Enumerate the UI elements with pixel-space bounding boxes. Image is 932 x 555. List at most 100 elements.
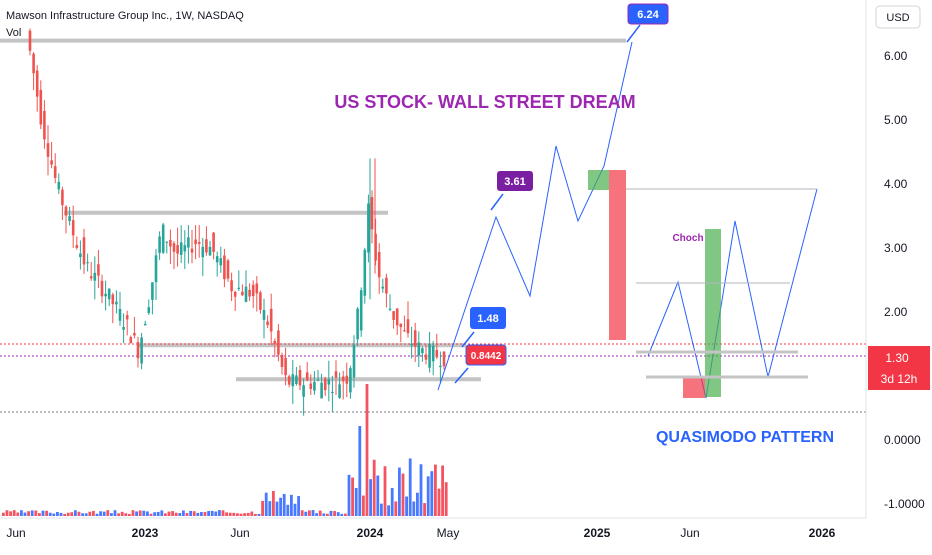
candle-body bbox=[136, 342, 140, 359]
candle-body bbox=[262, 310, 266, 320]
volume-bar bbox=[257, 513, 261, 516]
candle-body bbox=[424, 354, 428, 360]
candle-body bbox=[129, 337, 133, 344]
candle-body bbox=[111, 294, 115, 305]
target-callout-1-48: 1.48 bbox=[461, 307, 506, 348]
candle-body bbox=[442, 351, 446, 367]
candle-body bbox=[35, 70, 39, 97]
volume-bar bbox=[218, 510, 221, 516]
candle-body bbox=[244, 286, 248, 302]
volume-bar bbox=[441, 465, 444, 516]
candle-body bbox=[233, 291, 237, 297]
candle-body bbox=[435, 349, 439, 358]
candle-body bbox=[406, 319, 410, 334]
volume-bar bbox=[358, 426, 362, 516]
volume-bar bbox=[160, 510, 164, 516]
volume-bar bbox=[365, 384, 369, 516]
volume-bar bbox=[383, 466, 387, 516]
x-tick-label: Jun bbox=[230, 526, 249, 540]
candle-body bbox=[28, 30, 32, 51]
candle-body bbox=[82, 237, 86, 265]
volume-bar bbox=[138, 510, 142, 516]
candle-body bbox=[309, 383, 313, 389]
candle-body bbox=[392, 311, 395, 320]
candle-body bbox=[302, 385, 305, 397]
candle-body bbox=[183, 245, 187, 252]
volume-bar bbox=[77, 511, 81, 516]
volume-bar bbox=[124, 513, 128, 516]
volume-bar bbox=[239, 513, 243, 516]
candle-body bbox=[125, 315, 129, 320]
candle-body bbox=[381, 286, 385, 289]
volume-bar bbox=[408, 458, 412, 516]
candle-body bbox=[241, 291, 244, 296]
y-tick-label: 5.00 bbox=[884, 113, 908, 127]
x-tick-label: 2026 bbox=[809, 526, 836, 540]
current-price-badge bbox=[868, 346, 930, 390]
green-zone bbox=[705, 229, 721, 397]
target-callout-0-8442: 0.8442 bbox=[454, 344, 507, 384]
x-tick-label: 2024 bbox=[357, 526, 384, 540]
volume-bar bbox=[110, 513, 113, 516]
choch-label: Choch bbox=[672, 233, 703, 244]
candle-body bbox=[176, 245, 179, 254]
volume-bar bbox=[286, 504, 290, 516]
volume-bar bbox=[182, 510, 185, 516]
countdown: 3d 12h bbox=[881, 372, 918, 386]
candle-body bbox=[305, 372, 309, 381]
candle-body bbox=[194, 239, 197, 245]
volume-bar bbox=[340, 513, 344, 516]
candle-body bbox=[255, 283, 259, 294]
candle-body bbox=[331, 391, 334, 394]
volume-bar bbox=[142, 510, 146, 516]
volume-bar bbox=[387, 505, 390, 516]
volume-bar bbox=[434, 464, 437, 516]
volume-bar bbox=[405, 496, 408, 516]
volume-bar bbox=[210, 510, 214, 516]
volume-bar bbox=[297, 496, 300, 516]
time-scale[interactable]: Jun 2023 Jun 2024 May 2025 Jun 2026 bbox=[0, 517, 866, 540]
x-tick-label: 2023 bbox=[132, 526, 159, 540]
y-tick-label: 4.00 bbox=[884, 177, 908, 191]
candle-body bbox=[352, 344, 356, 378]
candle-body bbox=[61, 189, 64, 206]
candle-body bbox=[367, 203, 370, 253]
candle-body bbox=[320, 382, 323, 399]
candle-body bbox=[64, 206, 68, 216]
target-label-3-61: 3.61 bbox=[504, 176, 525, 188]
candle-body bbox=[165, 241, 169, 243]
candle-body bbox=[431, 345, 435, 362]
volume-bar bbox=[146, 511, 149, 516]
volume-bar bbox=[318, 510, 322, 516]
candle-body bbox=[345, 375, 349, 384]
volume-bar bbox=[117, 513, 120, 516]
candle-body bbox=[32, 53, 35, 74]
volume-bar bbox=[2, 512, 5, 516]
currency-button[interactable] bbox=[875, 5, 921, 29]
volume-bar bbox=[189, 510, 192, 516]
volume-bar bbox=[412, 501, 416, 516]
candle-body bbox=[280, 354, 284, 368]
candle-body bbox=[226, 260, 230, 279]
volume-bar bbox=[174, 512, 178, 516]
volume-bar bbox=[128, 513, 131, 516]
price-scale[interactable]: USD 6.00 5.00 4.00 3.00 2.00 0.0000 -1.0000 1.… bbox=[865, 0, 930, 518]
y-tick-label: 3.00 bbox=[884, 241, 908, 255]
candle-body bbox=[399, 323, 403, 328]
candle-body bbox=[53, 166, 57, 178]
candle-body bbox=[197, 242, 201, 244]
candle-body bbox=[219, 258, 223, 266]
volume-bar bbox=[95, 513, 99, 516]
volume-bar bbox=[113, 510, 117, 516]
candle-body bbox=[208, 246, 212, 256]
candle-body bbox=[410, 344, 413, 346]
candle-body bbox=[237, 287, 241, 290]
volume-bar bbox=[376, 475, 380, 516]
volume-bar bbox=[315, 513, 318, 516]
volume-bar bbox=[401, 473, 405, 516]
volume-bar bbox=[282, 493, 286, 516]
candle-body bbox=[248, 289, 251, 297]
volume-bar bbox=[354, 488, 358, 516]
